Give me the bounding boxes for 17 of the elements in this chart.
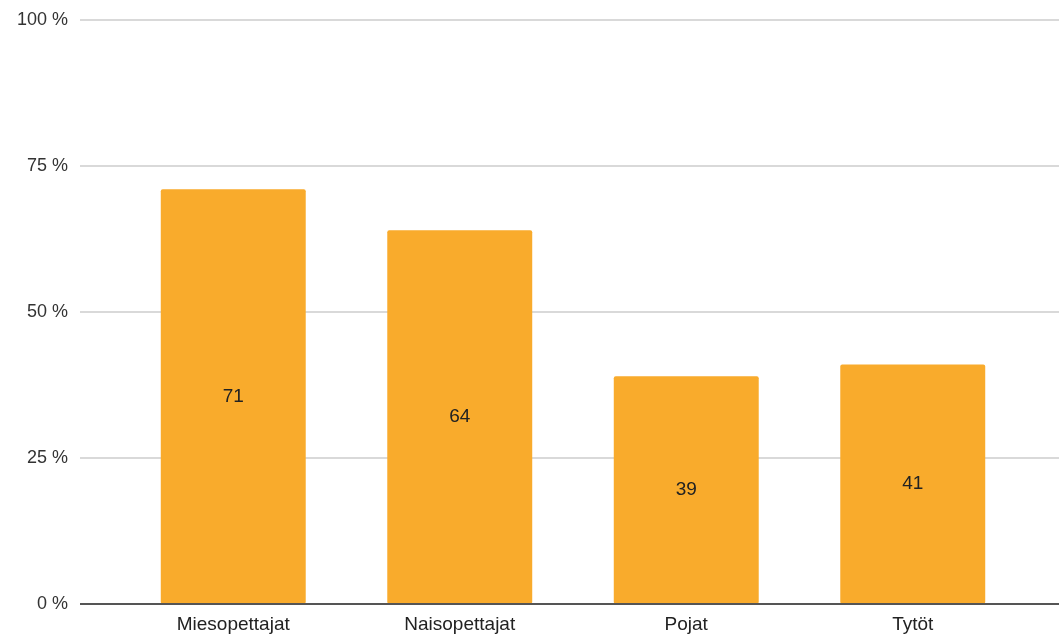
- y-tick-label: 100 %: [16, 8, 68, 29]
- data-label: 41: [902, 472, 924, 494]
- data-label: 71: [222, 384, 244, 406]
- bar: [387, 230, 533, 604]
- y-tick-label: 25 %: [26, 446, 68, 467]
- data-label: 39: [675, 478, 697, 500]
- bar: [160, 189, 306, 604]
- y-tick-label: 0 %: [36, 592, 68, 613]
- data-label: 64: [449, 405, 471, 427]
- x-tick-label: Pojat: [664, 613, 709, 634]
- y-tick-label: 75 %: [26, 154, 68, 175]
- x-tick-label: Tytöt: [892, 613, 935, 634]
- bar: [613, 376, 759, 604]
- x-tick-label: Miesopettajat: [176, 613, 291, 634]
- y-tick-label: 50 %: [26, 300, 68, 321]
- bar: [840, 364, 986, 604]
- x-tick-label: Naisopettajat: [404, 613, 516, 634]
